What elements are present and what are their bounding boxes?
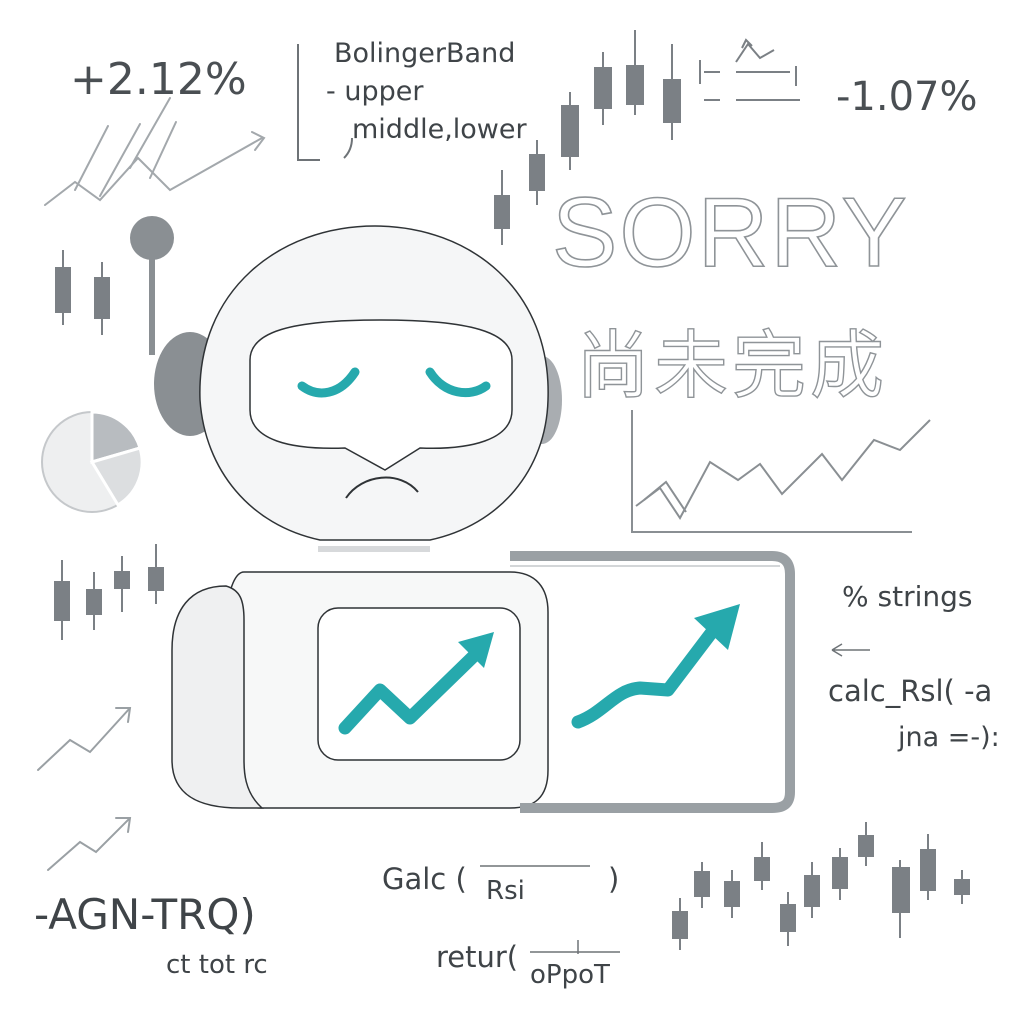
galc-close: ) <box>608 862 620 896</box>
candlestick-chart-mid-left <box>54 544 164 640</box>
robot-mascot-head <box>154 225 562 552</box>
antenna-icon <box>130 216 174 355</box>
strings-label: % strings <box>842 580 973 613</box>
candlestick-chart-top <box>494 30 681 245</box>
gain-percentage: +2.12% <box>70 54 247 105</box>
rsi-label: Rsi <box>486 876 525 906</box>
left-arrow-icon <box>831 643 870 657</box>
trend-arrow-icon <box>37 707 132 871</box>
mini-chart-icon <box>699 38 800 101</box>
loss-percentage: -1.07% <box>836 74 978 120</box>
pie-chart-icon <box>41 410 144 513</box>
candlestick-chart-bottom <box>672 822 970 950</box>
ct-tot-label: ct tot rc <box>166 950 268 980</box>
bollinger-upper: - upper <box>326 76 424 107</box>
return-label: retur( <box>436 940 519 974</box>
trend-sketch-icon <box>44 97 266 206</box>
galc-label: Galc ( <box>382 862 467 896</box>
chart-board <box>510 551 795 813</box>
robot-mascot-body <box>171 571 549 809</box>
calc-rsi-line2: jna =-): <box>898 722 1000 753</box>
candlestick-chart-left <box>55 250 110 335</box>
bollinger-middle-lower: middle,lower <box>352 114 527 145</box>
opot-label: oPpoT <box>530 960 610 990</box>
line-chart-icon <box>631 410 931 533</box>
bollinger-title: BolingerBand <box>334 38 516 69</box>
divider-line <box>297 44 320 161</box>
calc-rsi-line1: calc_Rsl( -a <box>828 674 993 708</box>
agn-trq-label: -AGN-TRQ) <box>34 890 256 939</box>
unfinished-subtitle: 尚未完成 <box>575 322 888 409</box>
sorry-title: SORRY <box>551 176 909 288</box>
